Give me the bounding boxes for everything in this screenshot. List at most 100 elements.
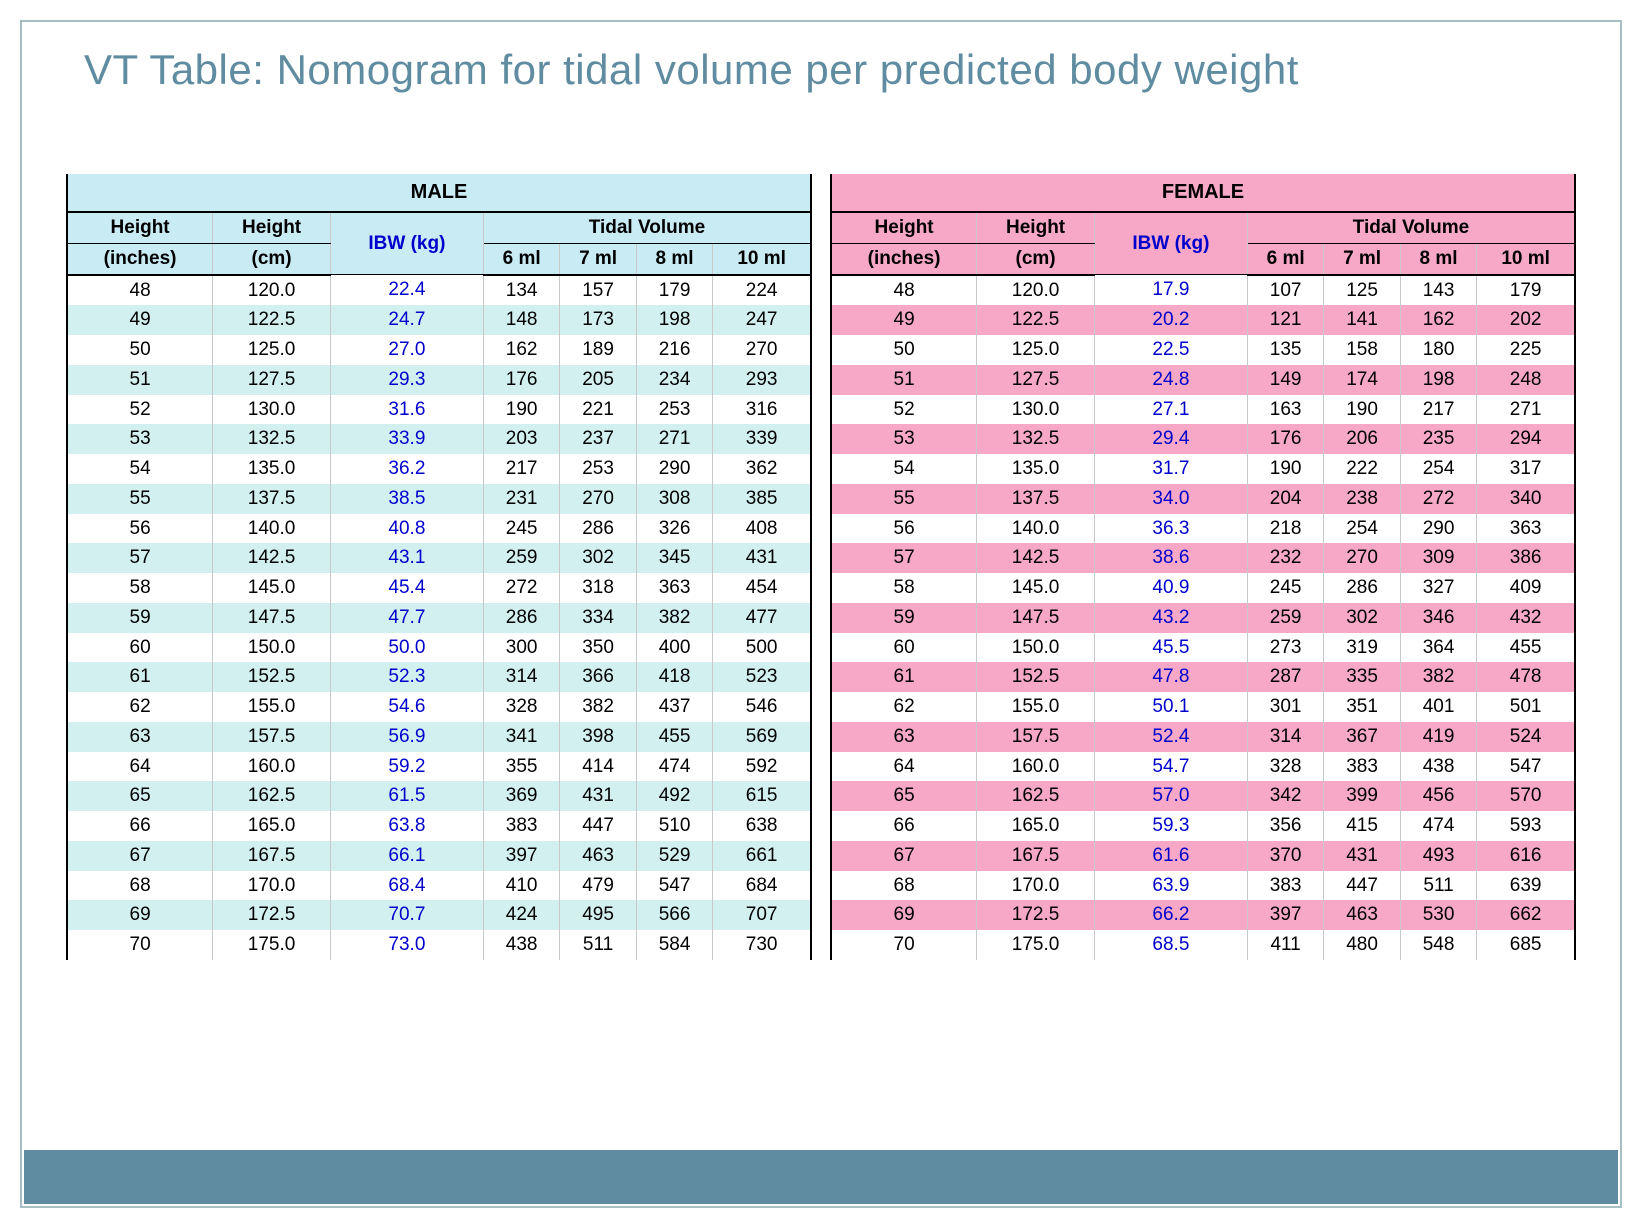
cell: 179 (636, 275, 712, 306)
cell: 62 (67, 692, 213, 722)
cell: 48 (831, 275, 977, 306)
cell: 319 (1324, 633, 1400, 663)
cell: 167.5 (977, 841, 1095, 871)
col-height-in-unit: (inches) (831, 243, 977, 274)
col-8ml: 8 ml (636, 243, 712, 274)
cell: 432 (1477, 603, 1575, 633)
cell: 431 (1324, 841, 1400, 871)
cell: 355 (483, 752, 559, 782)
cell: 69 (67, 900, 213, 930)
cell: 410 (483, 871, 559, 901)
cell: 137.5 (213, 484, 331, 514)
cell: 142.5 (977, 543, 1095, 573)
cell: 64 (67, 752, 213, 782)
cell: 253 (636, 395, 712, 425)
cell: 253 (560, 454, 636, 484)
cell: 122.5 (213, 305, 331, 335)
table-row: 68170.068.4410479547684 (67, 871, 811, 901)
cell: 367 (1324, 722, 1400, 752)
cell: 356 (1247, 811, 1323, 841)
cell: 254 (1324, 514, 1400, 544)
table-row: 65162.557.0342399456570 (831, 781, 1575, 811)
cell: 202 (1477, 305, 1575, 335)
cell: 70.7 (330, 900, 483, 930)
cell: 510 (636, 811, 712, 841)
cell: 56 (67, 514, 213, 544)
table-row: 54135.031.7190222254317 (831, 454, 1575, 484)
cell: 155.0 (977, 692, 1095, 722)
cell: 511 (1400, 871, 1476, 901)
table-row: 56140.040.8245286326408 (67, 514, 811, 544)
cell: 383 (1324, 752, 1400, 782)
cell: 366 (560, 662, 636, 692)
cell: 231 (483, 484, 559, 514)
table-row: 55137.534.0204238272340 (831, 484, 1575, 514)
cell: 51 (831, 365, 977, 395)
table-row: 61152.547.8287335382478 (831, 662, 1575, 692)
table-row: 51127.529.3176205234293 (67, 365, 811, 395)
cell: 270 (713, 335, 811, 365)
col-height-in-unit: (inches) (67, 243, 213, 274)
table-row: 53132.533.9203237271339 (67, 424, 811, 454)
cell: 66 (67, 811, 213, 841)
cell: 67 (831, 841, 977, 871)
cell: 270 (1324, 543, 1400, 573)
cell: 408 (713, 514, 811, 544)
table-row: 58145.045.4272318363454 (67, 573, 811, 603)
table-row: 70175.068.5411480548685 (831, 930, 1575, 960)
cell: 43.2 (1094, 603, 1247, 633)
cell: 218 (1247, 514, 1323, 544)
cell: 238 (1324, 484, 1400, 514)
cell: 54 (831, 454, 977, 484)
cell: 132.5 (213, 424, 331, 454)
cell: 254 (1400, 454, 1476, 484)
cell: 414 (560, 752, 636, 782)
cell: 36.2 (330, 454, 483, 484)
cell: 172.5 (977, 900, 1095, 930)
slide-frame: VT Table: Nomogram for tidal volume per … (20, 20, 1622, 1208)
cell: 162 (1400, 305, 1476, 335)
table-row: 48120.022.4134157179224 (67, 275, 811, 306)
cell: 49 (67, 305, 213, 335)
cell: 615 (713, 781, 811, 811)
cell: 477 (713, 603, 811, 633)
cell: 121 (1247, 305, 1323, 335)
table-row: 54135.036.2217253290362 (67, 454, 811, 484)
table-row: 57142.543.1259302345431 (67, 543, 811, 573)
cell: 70 (67, 930, 213, 960)
cell: 33.9 (330, 424, 483, 454)
cell: 50.1 (1094, 692, 1247, 722)
table-row: 48120.017.9107125143179 (831, 275, 1575, 306)
col-height-cm: Height (213, 212, 331, 243)
female-table: FEMALE Height Height IBW (kg) Tidal Volu… (830, 174, 1576, 960)
male-header: MALE (67, 174, 811, 212)
cell: 53 (67, 424, 213, 454)
cell: 271 (636, 424, 712, 454)
cell: 286 (483, 603, 559, 633)
col-10ml: 10 ml (1477, 243, 1575, 274)
cell: 65 (831, 781, 977, 811)
cell: 204 (1247, 484, 1323, 514)
cell: 290 (636, 454, 712, 484)
cell: 50 (67, 335, 213, 365)
cell: 66.1 (330, 841, 483, 871)
cell: 49 (831, 305, 977, 335)
cell: 52.4 (1094, 722, 1247, 752)
cell: 50 (831, 335, 977, 365)
table-row: 59147.543.2259302346432 (831, 603, 1575, 633)
cell: 300 (483, 633, 559, 663)
cell: 294 (1477, 424, 1575, 454)
col-6ml: 6 ml (483, 243, 559, 274)
cell: 661 (713, 841, 811, 871)
cell: 73.0 (330, 930, 483, 960)
cell: 351 (1324, 692, 1400, 722)
cell: 56.9 (330, 722, 483, 752)
table-row: 67167.566.1397463529661 (67, 841, 811, 871)
cell: 385 (713, 484, 811, 514)
footer-bar (24, 1150, 1618, 1204)
cell: 40.9 (1094, 573, 1247, 603)
cell: 125.0 (977, 335, 1095, 365)
cell: 593 (1477, 811, 1575, 841)
table-row: 63157.552.4314367419524 (831, 722, 1575, 752)
cell: 27.0 (330, 335, 483, 365)
